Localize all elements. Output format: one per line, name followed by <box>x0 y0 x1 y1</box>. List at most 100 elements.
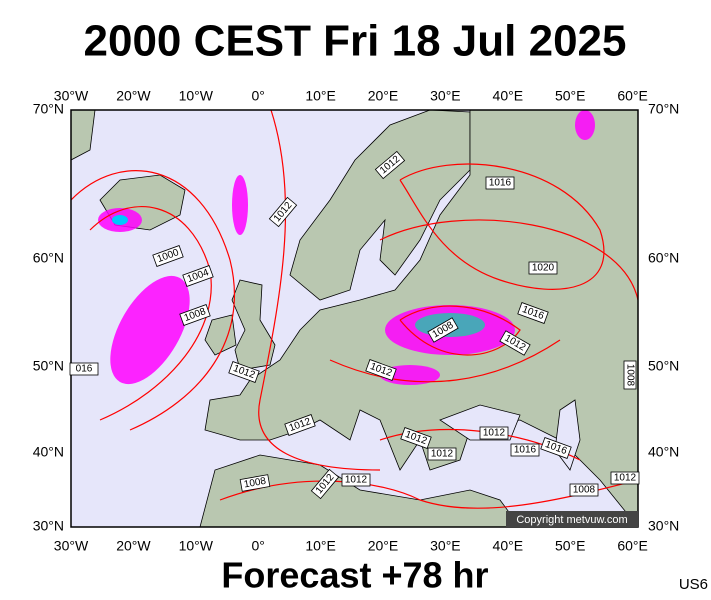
lon-label-bottom: 60°E <box>617 538 648 554</box>
isobar-label-text: 1016 <box>489 178 512 189</box>
isobar-label-box <box>400 427 432 449</box>
lon-label-bottom: 30°E <box>430 538 461 554</box>
isobar-label-box <box>239 474 271 492</box>
rain-heavy <box>112 215 128 225</box>
isobar-label-box <box>569 483 599 497</box>
isobar-label-text: 016 <box>76 364 93 375</box>
lon-label-bottom: 10°E <box>305 538 336 554</box>
lon-label-top: 30°W <box>54 88 89 104</box>
isobar <box>399 305 521 356</box>
isobar-label-box <box>152 245 184 267</box>
title: 2000 CEST Fri 18 Jul 2025 <box>84 17 627 66</box>
forecast-label: Forecast +78 hr <box>221 555 488 596</box>
isobar-label-text: 1008 <box>624 364 635 387</box>
britain <box>231 279 276 371</box>
lon-label-bottom: 10°W <box>179 538 214 554</box>
map: 1012100010041008101201610121016102010161… <box>69 109 640 528</box>
isobar-label-text: 1012 <box>431 449 454 460</box>
isobar-label-box <box>341 473 371 487</box>
lon-label-bottom: 20°E <box>368 538 399 554</box>
isobar <box>399 163 605 290</box>
isobar-label-box <box>485 176 515 190</box>
isobar-label-text: 1012 <box>483 428 506 439</box>
axis-labels: 30°W 30°W 20°W 20°W 10°W 10°W 0° 0° 10°E 10°E 20°E… <box>33 88 680 554</box>
lat-label-right: 70°N <box>648 101 679 117</box>
ireland <box>204 314 237 356</box>
lon-label-bottom: 50°E <box>555 538 586 554</box>
isobar <box>71 170 235 431</box>
isobar-label: 1016 <box>485 176 515 190</box>
isobar-label-text: 1016 <box>514 445 537 456</box>
lat-label-left: 50°N <box>33 358 64 374</box>
isobar-label-box <box>427 317 459 343</box>
isobar-label-box <box>182 265 214 287</box>
lon-label-top: 60°E <box>617 88 648 104</box>
isobar <box>379 219 638 301</box>
lon-label-top: 20°W <box>116 88 151 104</box>
lat-label-left: 30°N <box>33 518 64 534</box>
isobar-label: 1012 <box>610 471 640 485</box>
isobar-label: 1012 <box>341 473 371 487</box>
isobar-label-text: 1008 <box>573 485 596 496</box>
isobar <box>219 479 638 509</box>
lon-label-top: 0° <box>252 88 265 104</box>
lon-label-bottom: 30°W <box>54 538 89 554</box>
rain <box>110 275 190 385</box>
isobar-label-box <box>540 437 572 459</box>
lon-label-top: 10°W <box>179 88 214 104</box>
isobar-label-box <box>179 304 211 326</box>
isobar-label: 1012 <box>427 447 457 461</box>
isobar-label-box <box>510 443 540 457</box>
isobar-label-text: 1020 <box>532 263 555 274</box>
rain <box>575 110 595 140</box>
isobar-label: 1012 <box>365 359 397 381</box>
isobar-label: 1008 <box>623 360 637 390</box>
isobar-label-box <box>69 362 99 376</box>
lon-label-top: 30°E <box>430 88 461 104</box>
isobar-label-box <box>268 196 298 228</box>
lon-label-bottom: 0° <box>252 538 265 554</box>
scandinavia <box>289 110 471 301</box>
lon-label-bottom: 20°W <box>116 538 151 554</box>
lat-label-left: 60°N <box>33 250 64 266</box>
lat-label-right: 60°N <box>648 250 679 266</box>
isobar-label: 016 <box>69 362 99 376</box>
model-code: US6 <box>679 576 708 593</box>
copyright: Copyright metvuw.com <box>516 514 627 526</box>
lon-label-top: 50°E <box>555 88 586 104</box>
rain <box>232 175 248 235</box>
isobar <box>329 339 561 383</box>
isobar-label-text: 1012 <box>614 473 637 484</box>
isobar-label-box <box>610 471 640 485</box>
isobar-label-box <box>310 468 340 500</box>
greenland <box>71 110 96 161</box>
lat-label-right: 40°N <box>648 444 679 460</box>
lat-label-left: 40°N <box>33 444 64 460</box>
lat-label-right: 30°N <box>648 518 679 534</box>
isobar-label-box <box>517 302 549 324</box>
isobar-label-box <box>374 150 406 180</box>
lon-label-bottom: 40°E <box>493 538 524 554</box>
copyright-bg <box>506 511 638 527</box>
isobar-label-box <box>284 414 316 436</box>
lon-label-top: 40°E <box>493 88 524 104</box>
isobar-label-box <box>479 426 509 440</box>
isobar-label: 1020 <box>528 261 558 275</box>
lat-label-left: 70°N <box>33 101 64 117</box>
isobar-label: 1008 <box>569 483 599 497</box>
map-frame <box>70 109 639 528</box>
isobar-label: 1008 <box>239 474 271 492</box>
isobar <box>258 110 381 471</box>
isobar-label-text: 1012 <box>345 475 368 486</box>
isobar-label-box <box>528 261 558 275</box>
lat-label-right: 50°N <box>648 358 679 374</box>
isobar-label-box <box>499 330 531 356</box>
isobar-label: 1012 <box>479 426 509 440</box>
isobar-label-box <box>228 361 260 383</box>
isobar-label-box <box>427 447 457 461</box>
isobar-label-box <box>623 360 637 390</box>
lon-label-top: 20°E <box>368 88 399 104</box>
isobar-label-box <box>365 359 397 381</box>
isobar-label: 1016 <box>510 443 540 457</box>
isobar-label-text: 1008 <box>243 476 267 491</box>
